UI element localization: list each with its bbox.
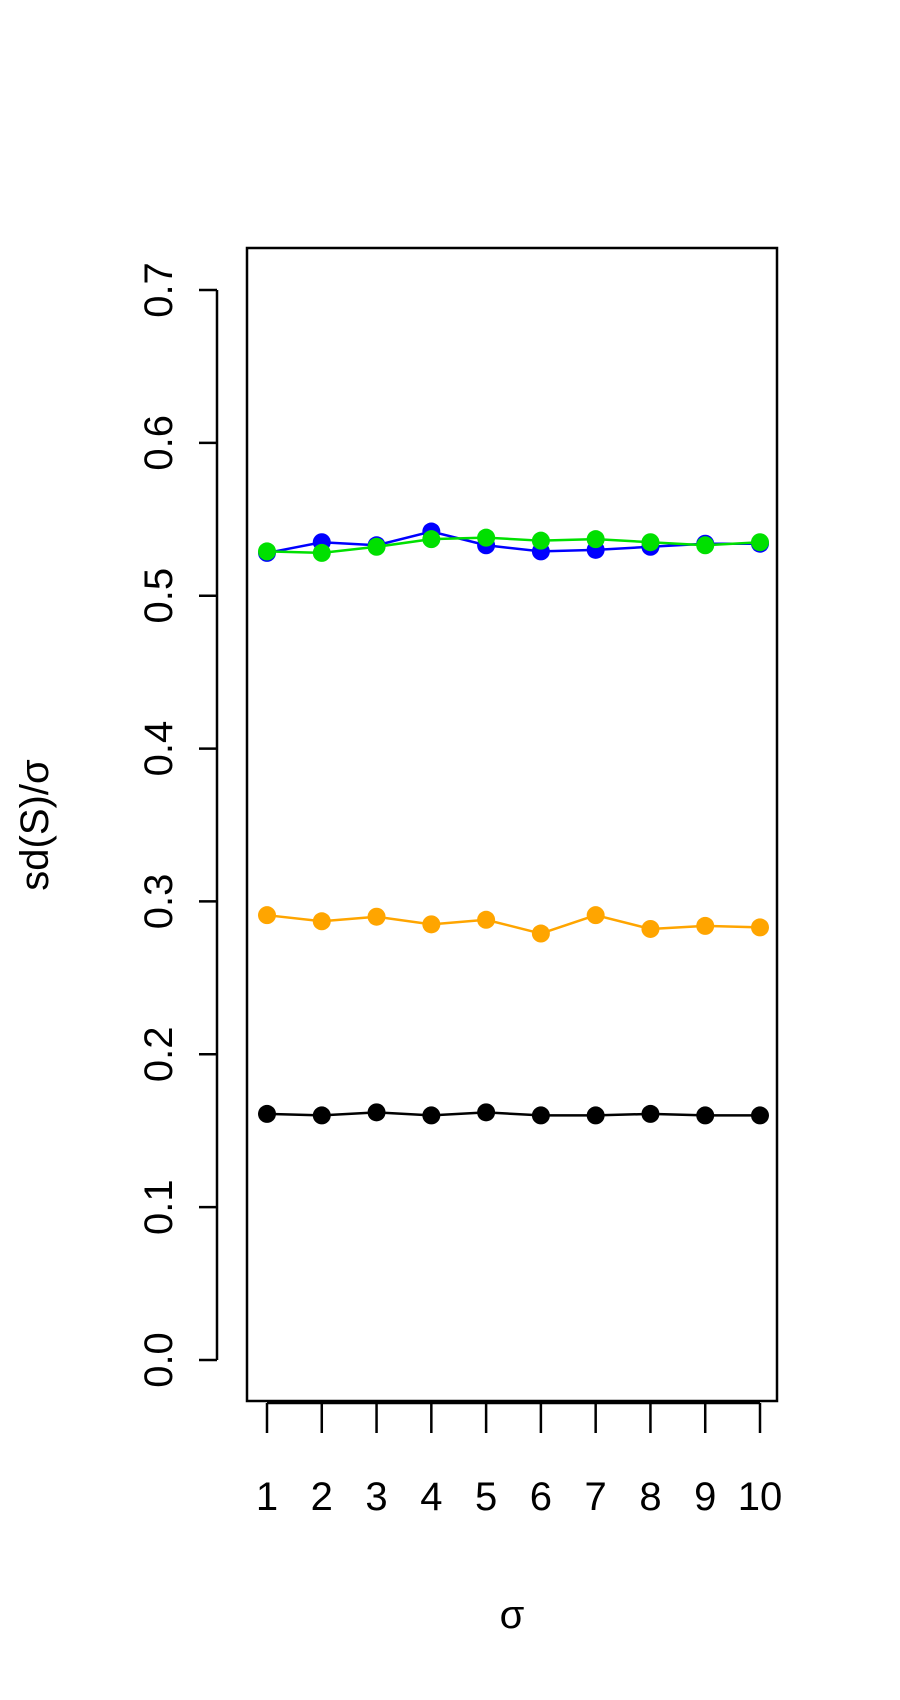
x-tick-label: 2 <box>311 1475 333 1519</box>
data-point <box>258 1104 276 1123</box>
data-point <box>696 536 715 555</box>
data-point <box>367 537 386 556</box>
data-point <box>422 915 441 934</box>
series-3 <box>258 1103 769 1125</box>
series-1 <box>258 528 769 562</box>
series-0 <box>258 522 769 562</box>
series-line <box>266 536 761 555</box>
data-point <box>312 1106 331 1125</box>
x-tick-label: 4 <box>420 1475 442 1519</box>
x-axis: 1 2 3 4 5 6 7 8 9 10 <box>256 1401 783 1519</box>
data-point <box>641 919 660 938</box>
y-tick-label: 0.7 <box>137 262 181 318</box>
data-point <box>422 1106 441 1125</box>
data-point <box>312 912 331 931</box>
data-point <box>641 1104 660 1123</box>
data-point <box>531 924 550 943</box>
series-layer <box>258 522 769 1125</box>
x-tick-label: 3 <box>365 1475 387 1519</box>
data-point <box>367 1103 386 1122</box>
data-point <box>696 1106 715 1125</box>
data-point <box>477 910 496 929</box>
x-tick-label: 8 <box>639 1475 661 1519</box>
data-point <box>477 528 496 547</box>
series-line <box>266 530 760 555</box>
y-tick-label: 0.3 <box>137 874 181 930</box>
data-point <box>367 907 386 926</box>
y-tick-label: 0.6 <box>137 415 181 471</box>
x-tick-label: 10 <box>738 1475 783 1519</box>
y-tick-label: 0.0 <box>137 1332 181 1388</box>
data-point <box>531 1106 550 1125</box>
y-tick-label: 0.2 <box>137 1026 181 1082</box>
data-point <box>531 531 550 550</box>
x-tick-label: 5 <box>475 1475 497 1519</box>
data-point <box>422 530 441 549</box>
data-point <box>696 916 715 935</box>
data-point <box>586 530 605 549</box>
x-tick-label: 9 <box>694 1475 716 1519</box>
series-line <box>266 1111 760 1117</box>
y-tick-label: 0.4 <box>137 721 181 777</box>
series-2 <box>258 906 769 943</box>
data-point <box>586 906 605 925</box>
y-tick-label: 0.1 <box>137 1179 181 1235</box>
y-axis: 0.0 0.1 0.2 0.3 0.4 0.5 0.6 0.7 <box>137 262 219 1388</box>
x-axis-title: σ <box>500 1593 525 1637</box>
data-point <box>641 533 660 552</box>
data-point <box>751 533 769 552</box>
y-tick-label: 0.5 <box>137 568 181 624</box>
data-point <box>477 1103 496 1122</box>
x-tick-label: 1 <box>256 1475 278 1519</box>
data-point <box>258 542 276 561</box>
data-point <box>586 1106 605 1125</box>
series-line <box>266 913 761 935</box>
x-tick-label: 6 <box>530 1475 552 1519</box>
y-axis-title: sd(S)/σ <box>13 759 57 891</box>
data-point <box>258 906 276 925</box>
x-tick-label: 7 <box>585 1475 607 1519</box>
data-point <box>751 1106 769 1125</box>
plot-frame <box>245 246 779 1403</box>
data-point <box>312 543 331 562</box>
data-point <box>751 918 769 937</box>
